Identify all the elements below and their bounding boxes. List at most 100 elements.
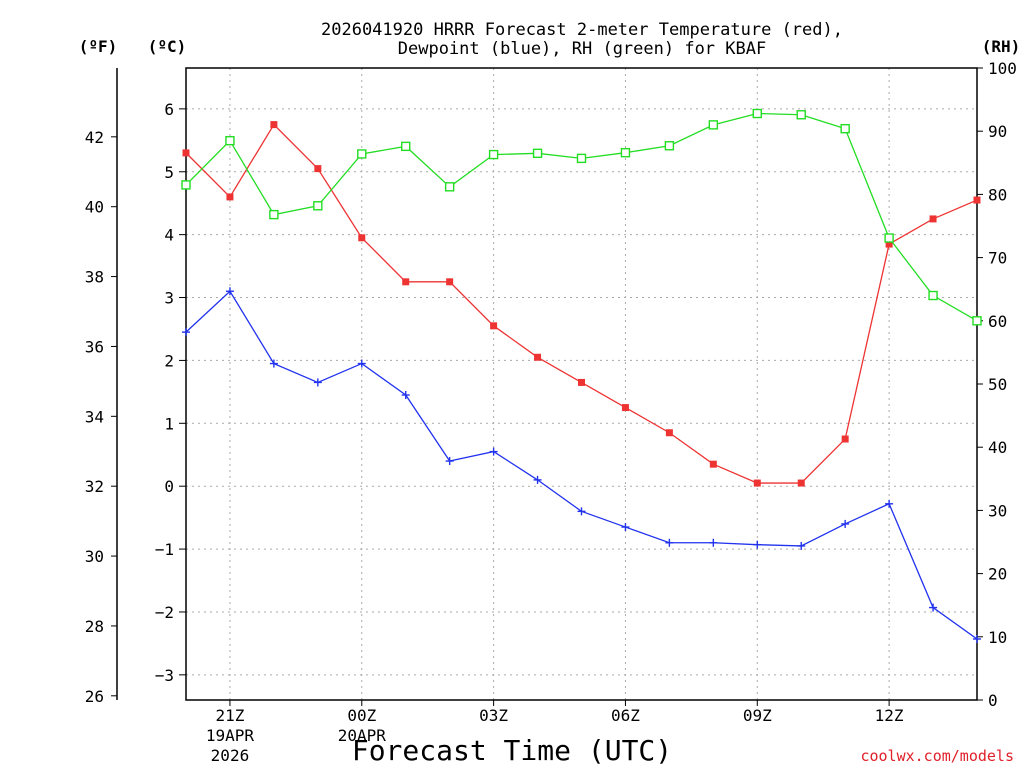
fahrenheit-tick-label: 34 <box>85 407 104 426</box>
temperature-point <box>929 215 937 223</box>
dewpoint-point <box>489 447 498 456</box>
dewpoint-point <box>182 328 190 337</box>
temperature-point <box>446 278 454 286</box>
temperature-line <box>185 123 978 484</box>
rh-point <box>840 123 850 134</box>
x-tick-label: 09Z <box>743 706 772 725</box>
dewpoint-point <box>577 507 586 516</box>
celsius-tick-label: −1 <box>155 540 174 559</box>
rh-tick-label: 20 <box>988 565 1007 584</box>
fahrenheit-tick-label: 40 <box>85 198 104 217</box>
dewpoint-point <box>841 519 850 528</box>
x-tick-label: 06Z <box>611 706 640 725</box>
rh-tick-label: 10 <box>988 628 1007 647</box>
rh-point <box>796 110 806 120</box>
rh-point <box>181 180 191 190</box>
dewpoint-point <box>401 391 410 400</box>
temperature-point <box>578 378 585 386</box>
x-tick-label: 21Z <box>215 706 244 725</box>
temperature-point <box>797 479 805 487</box>
rh-point <box>576 153 587 164</box>
dewpoint-point <box>885 499 894 508</box>
rh-tick-label: 50 <box>988 375 1007 394</box>
dewpoint-point <box>929 603 938 612</box>
temperature-point <box>270 121 278 129</box>
rh-point <box>313 201 323 211</box>
celsius-tick-label: −3 <box>155 666 174 685</box>
dewpoint-point <box>621 523 630 532</box>
tick-labels: −3−2−10123456262830323436384042010203040… <box>85 59 1017 765</box>
fahrenheit-tick-label: 38 <box>85 268 104 287</box>
fahrenheit-tick-label: 26 <box>85 687 104 706</box>
celsius-tick-label: 5 <box>164 163 174 182</box>
temperature-point <box>841 435 849 443</box>
celsius-tick-label: 4 <box>164 226 174 245</box>
temperature-point <box>709 460 717 468</box>
dewpoint-point <box>445 457 454 466</box>
dewpoint-point <box>973 635 981 644</box>
rh-point <box>444 182 455 192</box>
rh-point <box>357 149 367 159</box>
x-tick-label: 12Z <box>875 706 904 725</box>
chart-title-line2: Dewpoint (blue), RH (green) for KBAF <box>398 39 766 59</box>
dewpoint-point <box>533 475 542 484</box>
rh-point <box>225 135 235 146</box>
dewpoint-line <box>185 290 978 640</box>
rh-tick-label: 90 <box>988 122 1007 141</box>
celsius-tick-label: 6 <box>164 100 174 119</box>
rh-unit-label: (RH) <box>982 37 1021 56</box>
temperature-point <box>753 479 761 487</box>
temperature-point <box>402 278 410 286</box>
dewpoint-point <box>269 359 278 368</box>
fahrenheit-tick-label: 36 <box>85 337 104 356</box>
rh-tick-label: 70 <box>988 249 1007 268</box>
temperature-point <box>314 165 322 173</box>
temperature-point <box>490 322 498 330</box>
temperature-point <box>226 193 234 201</box>
rh-point <box>884 233 894 243</box>
x-tick-date-label: 20APR <box>338 726 387 745</box>
temperature-point <box>885 240 893 248</box>
rh-point <box>401 141 411 152</box>
temperature-point <box>182 149 190 157</box>
rh-point <box>620 147 631 158</box>
celsius-tick-label: 2 <box>164 351 174 370</box>
x-tick-label: 00Z <box>347 706 376 725</box>
rh-tick-label: 100 <box>988 59 1017 78</box>
rh-line <box>185 112 978 322</box>
rh-point <box>928 290 938 301</box>
celsius-unit-label: (ºC) <box>148 37 187 56</box>
credit-text: coolwx.com/models <box>860 747 1014 765</box>
dewpoint-point <box>357 359 366 368</box>
data-series <box>181 108 982 644</box>
chart-title-line1: 2026041920 HRRR Forecast 2-meter Tempera… <box>321 20 843 40</box>
rh-point <box>664 141 675 151</box>
dewpoint-point <box>753 540 762 549</box>
rh-tick-label: 80 <box>988 185 1007 204</box>
temperature-point <box>973 196 981 204</box>
rh-tick-label: 40 <box>988 438 1007 457</box>
celsius-tick-label: 1 <box>164 414 174 433</box>
temperature-point <box>621 404 629 412</box>
rh-point <box>752 108 762 119</box>
dewpoint-point <box>313 378 322 387</box>
rh-point <box>972 316 982 326</box>
rh-tick-label: 60 <box>988 312 1007 331</box>
dewpoint-point <box>665 538 674 547</box>
temperature-point <box>534 353 542 361</box>
rh-tick-label: 30 <box>988 501 1007 520</box>
fahrenheit-tick-label: 42 <box>85 128 104 147</box>
fahrenheit-tick-label: 30 <box>85 547 104 566</box>
celsius-tick-label: 3 <box>164 289 174 308</box>
rh-point <box>488 149 499 160</box>
fahrenheit-tick-label: 32 <box>85 477 104 496</box>
rh-point <box>708 120 719 130</box>
rh-point <box>269 209 279 220</box>
rh-tick-label: 0 <box>988 691 998 710</box>
x-axis-title: Forecast Time (UTC) <box>352 734 672 767</box>
rh-point <box>532 148 543 159</box>
x-tick-year-label: 2026 <box>211 746 250 765</box>
celsius-tick-label: 0 <box>164 477 174 496</box>
axes <box>116 67 978 701</box>
